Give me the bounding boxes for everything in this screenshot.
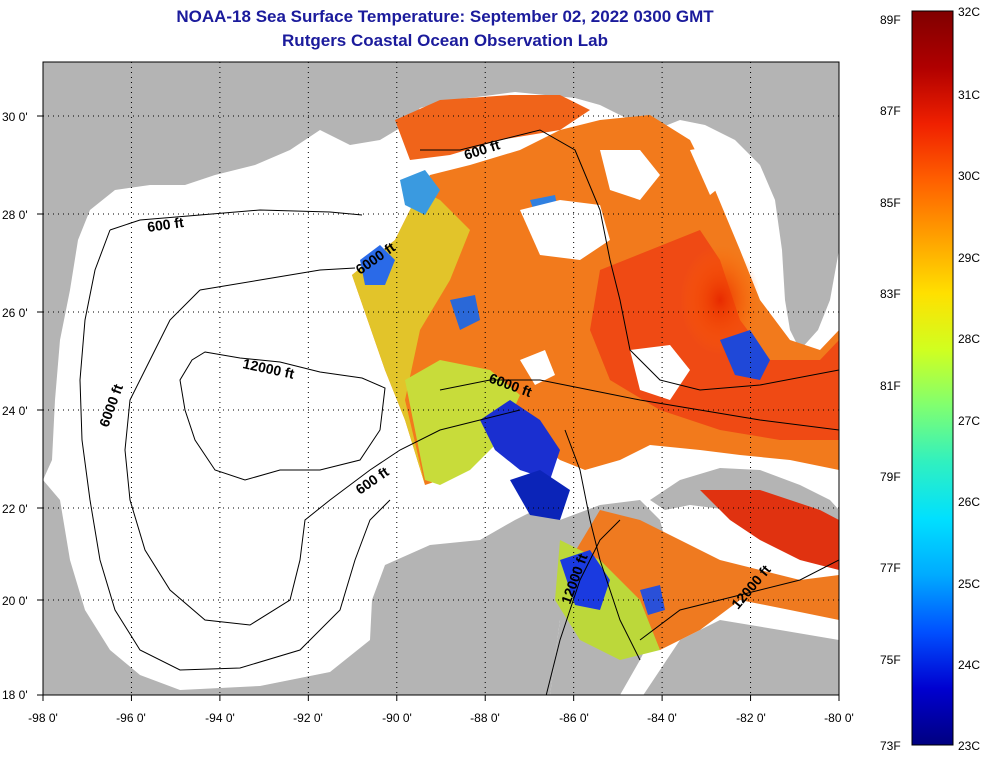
lon-tick-label: -88 0' [470, 711, 500, 725]
lon-tick-label: -94 0' [205, 711, 235, 725]
map-title: NOAA-18 Sea Surface Temperature: Septemb… [176, 7, 714, 26]
colorbar-f-label: 89F [880, 13, 901, 27]
temperature-colorbar: 89F 87F 85F 83F 81F 79F 77F 75F 73F 32C … [880, 5, 980, 753]
lat-tick-label: 28 0' [2, 208, 28, 222]
colorbar-c-label: 28C [958, 332, 980, 346]
contour-label-600ft-nw: 600 ft [146, 214, 185, 235]
colorbar-f-label: 75F [880, 653, 901, 667]
map-frame [42, 61, 840, 696]
colorbar-f-label: 73F [880, 739, 901, 753]
colorbar-c-label: 24C [958, 658, 980, 672]
lat-tick-label: 26 0' [2, 306, 28, 320]
lat-tick-label: 20 0' [2, 594, 28, 608]
contour-12000ft [179, 351, 386, 481]
colorbar-c-label: 26C [958, 495, 980, 509]
latitude-axis: 30 0' 28 0' 26 0' 24 0' 22 0' 20 0' 18 0… [2, 110, 28, 702]
land-us-coast [43, 62, 839, 480]
lon-tick-label: -84 0' [647, 711, 677, 725]
map-subtitle: Rutgers Coastal Ocean Observation Lab [282, 31, 608, 50]
lat-tick-label: 22 0' [2, 502, 28, 516]
lon-tick-label: -92 0' [293, 711, 323, 725]
colorbar-f-label: 77F [880, 561, 901, 575]
contour-600ft-west [79, 209, 391, 671]
colorbar-scale [911, 10, 954, 746]
lon-tick-label: -96 0' [116, 711, 146, 725]
lat-tick-label: 18 0' [2, 688, 28, 702]
contour-yucatan-shelf [564, 429, 641, 661]
lat-lon-grid [43, 62, 839, 695]
colorbar-f-label: 79F [880, 470, 901, 484]
colorbar-fahrenheit-labels: 89F 87F 85F 83F 81F 79F 77F 75F 73F [880, 13, 901, 753]
colorbar-f-label: 83F [880, 287, 901, 301]
contour-caribbean [545, 519, 839, 695]
land-mexico-west [43, 480, 565, 695]
colorbar-c-label: 32C [958, 5, 980, 19]
lon-tick-label: -86 0' [559, 711, 589, 725]
colorbar-c-label: 31C [958, 88, 980, 102]
colorbar-f-label: 87F [880, 104, 901, 118]
colorbar-c-label: 25C [958, 577, 980, 591]
lon-tick-label: -98 0' [28, 711, 58, 725]
colorbar-c-label: 30C [958, 169, 980, 183]
sst-data-swath [352, 95, 839, 660]
colorbar-c-label: 27C [958, 414, 980, 428]
land-caribbean [640, 620, 839, 695]
axis-ticks [37, 115, 840, 701]
colorbar-c-label: 23C [958, 739, 980, 753]
longitude-axis: -98 0' -96 0' -94 0' -92 0' -90 0' -88 0… [28, 711, 854, 725]
colorbar-f-label: 85F [880, 196, 901, 210]
colorbar-celsius-labels: 32C 31C 30C 29C 28C 27C 26C 25C 24C 23C [958, 5, 980, 753]
lat-tick-label: 30 0' [2, 110, 28, 124]
colorbar-c-label: 29C [958, 251, 980, 265]
contour-6000ft-west [124, 267, 521, 626]
bathymetry-contours [79, 129, 839, 695]
lon-tick-label: -82 0' [736, 711, 766, 725]
lon-tick-label: -80 0' [824, 711, 854, 725]
lat-tick-label: 24 0' [2, 404, 28, 418]
colorbar-f-label: 81F [880, 379, 901, 393]
lon-tick-label: -90 0' [382, 711, 412, 725]
contour-600ft-east [420, 129, 839, 391]
contour-6000ft-east [439, 379, 839, 431]
